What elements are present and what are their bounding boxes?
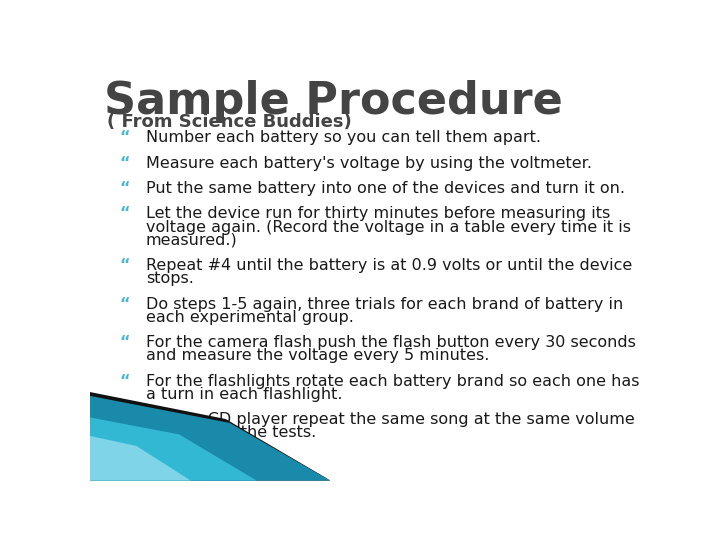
Text: and measure the voltage every 5 minutes.: and measure the voltage every 5 minutes. [145,348,489,363]
Text: a turn in each flashlight.: a turn in each flashlight. [145,387,342,402]
Polygon shape [90,396,330,481]
Polygon shape [90,436,191,481]
Text: Let the device run for thirty minutes before measuring its: Let the device run for thirty minutes be… [145,206,610,221]
Text: “: “ [120,130,130,145]
Text: Do steps 1-5 again, three trials for each brand of battery in: Do steps 1-5 again, three trials for eac… [145,296,623,312]
Text: Repeat #4 until the battery is at 0.9 volts or until the device: Repeat #4 until the battery is at 0.9 vo… [145,258,632,273]
Text: measured.): measured.) [145,233,238,248]
Text: ( From Science Buddies): ( From Science Buddies) [107,112,352,131]
Text: For the camera flash push the flash button every 30 seconds: For the camera flash push the flash butt… [145,335,636,350]
Text: “: “ [120,206,130,221]
Text: For the CD player repeat the same song at the same volume: For the CD player repeat the same song a… [145,412,634,427]
Text: stops.: stops. [145,271,194,286]
Text: “: “ [120,258,130,273]
Text: “: “ [120,156,130,171]
Text: throughout the tests.: throughout the tests. [145,425,316,440]
Text: “: “ [120,335,130,350]
Text: Number each battery so you can tell them apart.: Number each battery so you can tell them… [145,130,541,145]
Polygon shape [90,417,256,481]
Polygon shape [90,392,330,481]
Text: “: “ [120,181,130,196]
Text: voltage again. (Record the voltage in a table every time it is: voltage again. (Record the voltage in a … [145,220,631,234]
Text: Sample Procedure: Sample Procedure [104,80,563,123]
Text: each experimental group.: each experimental group. [145,309,354,325]
Text: “: “ [120,412,130,427]
Text: “: “ [120,296,130,312]
Text: For the flashlights rotate each battery brand so each one has: For the flashlights rotate each battery … [145,374,639,389]
Text: “: “ [120,374,130,389]
Text: Measure each battery's voltage by using the voltmeter.: Measure each battery's voltage by using … [145,156,592,171]
Text: Put the same battery into one of the devices and turn it on.: Put the same battery into one of the dev… [145,181,625,196]
